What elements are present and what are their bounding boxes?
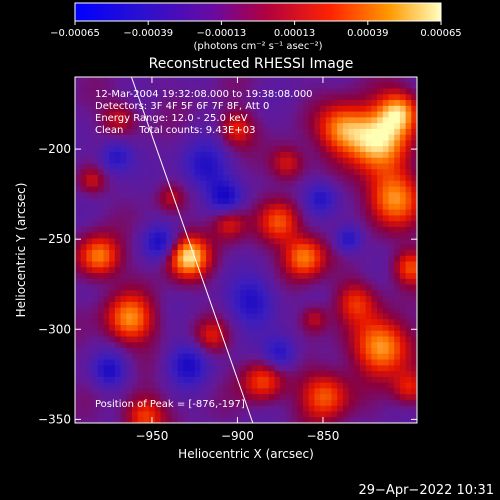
colorbar [74,2,442,22]
y-tick-label: −200 [38,142,71,156]
y-tick-label: −250 [38,232,71,246]
colorbar-units: (photons cm⁻² s⁻¹ asec⁻²) [193,41,322,52]
colorbar-ticks: −0.00065 −0.00039 −0.00013 0.00013 0.00039 0.… [50,21,462,39]
annotation-clean: Clean Total counts: 9.43E+03 [95,125,255,136]
y-axis-ticks: −200 −250 −300 −350 [38,142,417,426]
footer-date: 29−Apr−2022 10:31 [359,483,495,498]
colorbar-tick-label: −0.00065 [50,28,100,39]
annotation-time: 12-Mar-2004 19:32:08.000 to 19:38:08.000 [95,89,313,100]
colorbar-tick-label: 0.00039 [347,28,388,39]
x-tick-label: −900 [221,429,254,443]
info-annotations: 12-Mar-2004 19:32:08.000 to 19:38:08.000… [95,89,313,136]
colorbar-tick-label: 0.00065 [420,28,461,39]
y-tick-label: −350 [38,412,71,426]
colorbar-tick-label: −0.00039 [123,28,173,39]
colorbar-tick-label: −0.00013 [197,28,247,39]
chart-title: Reconstructed RHESSI Image [149,56,354,72]
solar-limb-line [130,77,254,423]
plot-frame [74,76,418,424]
x-tick-label: −850 [306,429,339,443]
heatmap-image [75,77,417,423]
y-tick-label: −300 [38,322,71,336]
peak-position-label: Position of Peak = [-876,-197] [95,399,245,410]
x-axis-ticks: −950 −900 −850 [135,77,339,443]
annotation-detectors: Detectors: 3F 4F 5F 6F 7F 8F, Att 0 [95,101,269,112]
y-axis-label: Heliocentric Y (arcsec) [14,183,28,318]
x-tick-label: −950 [135,429,168,443]
x-axis-label: Heliocentric X (arcsec) [178,447,314,461]
colorbar-tick-label: 0.00013 [274,28,315,39]
annotation-energy: Energy Range: 12.0 - 25.0 keV [95,113,248,124]
